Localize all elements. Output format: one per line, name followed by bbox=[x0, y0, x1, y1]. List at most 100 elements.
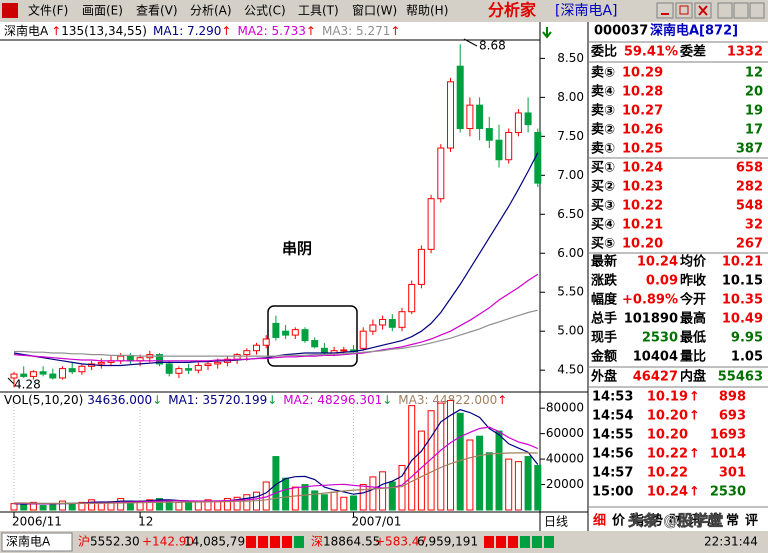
volume-bar bbox=[146, 499, 154, 511]
menu-item[interactable]: 查看(V) bbox=[136, 4, 178, 18]
y-tick-label: 40000 bbox=[546, 452, 584, 466]
ma-line bbox=[13, 273, 539, 362]
candle-body bbox=[408, 283, 416, 313]
minimize-button[interactable] bbox=[656, 2, 674, 19]
candle-body bbox=[156, 354, 163, 365]
min-button[interactable] bbox=[717, 2, 733, 19]
y-tick-label: 6.00 bbox=[557, 246, 584, 260]
y-tick-label: 6.50 bbox=[557, 207, 584, 221]
volume-bar bbox=[214, 501, 222, 511]
nav-tab[interactable]: 价 bbox=[612, 514, 626, 529]
trade-price: 10.24 bbox=[647, 485, 688, 500]
candle-body bbox=[398, 311, 406, 328]
stock-name: 深南电A[872] bbox=[650, 23, 738, 39]
nav-tab[interactable]: 势 bbox=[650, 513, 663, 529]
bid-volume: 548 bbox=[736, 199, 763, 214]
arrow: ↓ bbox=[267, 393, 277, 407]
candle-body bbox=[233, 354, 241, 360]
candle-body bbox=[29, 371, 37, 377]
stock-tab[interactable] bbox=[1, 532, 73, 552]
volume-bar bbox=[39, 505, 47, 511]
nav-tab[interactable]: 财 bbox=[669, 513, 682, 529]
arrow: ↑ bbox=[306, 24, 316, 38]
trade-time: 14:53 bbox=[592, 390, 633, 405]
trade-time: 15:00 bbox=[592, 485, 633, 500]
menu: 文件(F) 画面(E) 查看(V) 分析(A) 公式(C) 工具(T) 窗口(W) 帮助(H) bbox=[28, 3, 448, 18]
bid-price: 10.20 bbox=[622, 237, 663, 252]
volume-bar bbox=[514, 461, 522, 511]
candle-body bbox=[291, 329, 299, 336]
candle-body bbox=[49, 373, 57, 379]
menu-item[interactable]: 窗口(W) bbox=[352, 4, 397, 18]
ask-price: 10.28 bbox=[622, 85, 663, 100]
menu-item[interactable]: 画面(E) bbox=[82, 4, 123, 18]
stock-name: 深南电A bbox=[4, 23, 49, 38]
trade-price: 10.22 bbox=[647, 466, 688, 481]
field-value: 10.21 bbox=[722, 255, 763, 270]
field-value: 46427 bbox=[633, 370, 678, 385]
window-buttons[interactable] bbox=[656, 2, 765, 19]
y-tick-label: 8.50 bbox=[557, 51, 584, 65]
period-label: 日线 bbox=[544, 515, 568, 529]
nav-tab[interactable]: 讯 bbox=[688, 514, 701, 529]
app-icon bbox=[2, 3, 18, 18]
menu-item[interactable]: 分析(A) bbox=[190, 4, 232, 18]
volume-bar bbox=[369, 476, 377, 511]
bid-volume: 282 bbox=[736, 180, 763, 195]
ask-price: 10.25 bbox=[622, 142, 663, 157]
ask-volume: 19 bbox=[745, 104, 763, 119]
menu-item[interactable]: 公式(C) bbox=[244, 4, 286, 18]
icon bbox=[698, 5, 708, 16]
nav-tab[interactable]: 指 bbox=[631, 513, 644, 529]
candle-body bbox=[476, 104, 484, 130]
menu-item[interactable]: 帮助(H) bbox=[406, 4, 448, 18]
trade-volume: 1014 bbox=[710, 447, 746, 462]
volume-bar bbox=[350, 495, 357, 511]
bid-label: 买⑤ bbox=[591, 237, 615, 252]
nav-tab[interactable]: 成 bbox=[707, 513, 720, 529]
field-value: 55463 bbox=[718, 370, 763, 385]
candle-body bbox=[340, 349, 348, 352]
candle-body bbox=[272, 322, 280, 338]
y-tick-label: 7.50 bbox=[557, 129, 584, 143]
y-tick-label: 8.00 bbox=[557, 90, 584, 104]
index-value: 18864.55 bbox=[323, 535, 380, 549]
restore-button[interactable] bbox=[675, 2, 693, 19]
field-value: 0.09 bbox=[646, 274, 678, 289]
candle-body bbox=[514, 112, 522, 133]
trade-arrow: ↑ bbox=[689, 409, 700, 424]
volume-bar bbox=[505, 458, 513, 511]
field-value: +0.89% bbox=[622, 293, 678, 308]
breadth-block bbox=[270, 536, 280, 548]
breadth-block bbox=[294, 536, 304, 548]
x-tick-label: 2007/01 bbox=[352, 515, 402, 529]
volume-bar bbox=[320, 494, 328, 511]
candle-body bbox=[417, 248, 425, 285]
volume-bar bbox=[534, 464, 542, 511]
volume-bar bbox=[97, 502, 105, 511]
trade-price: 10.19 bbox=[647, 390, 688, 405]
y-tick-label: 7.00 bbox=[557, 168, 584, 182]
candle-body bbox=[117, 355, 125, 362]
breadth-block bbox=[282, 536, 292, 548]
candle-body bbox=[524, 112, 532, 126]
ma-line bbox=[13, 409, 539, 505]
volume-bar bbox=[359, 484, 367, 511]
menu-item[interactable]: 工具(T) bbox=[298, 4, 339, 18]
scroll-icon[interactable] bbox=[542, 27, 552, 39]
max-button[interactable] bbox=[733, 2, 749, 19]
nav-tab[interactable]: 常 bbox=[726, 513, 739, 529]
arrow: ↓ bbox=[152, 393, 162, 407]
volume-bar bbox=[88, 499, 96, 511]
y-tick-label: 4.50 bbox=[557, 363, 584, 377]
x-button[interactable] bbox=[749, 2, 765, 19]
ask-label: 卖② bbox=[591, 122, 615, 138]
volume-bar bbox=[379, 471, 387, 511]
nav-tab[interactable]: 细 bbox=[593, 513, 606, 529]
menu-item[interactable]: 文件(F) bbox=[28, 3, 68, 18]
field-label: 金额 bbox=[590, 349, 617, 365]
volume-bar bbox=[398, 464, 406, 511]
y-tick-label: 80000 bbox=[546, 401, 584, 415]
annotation-pointer bbox=[7, 377, 15, 385]
nav-tab[interactable]: 评 bbox=[745, 514, 758, 529]
